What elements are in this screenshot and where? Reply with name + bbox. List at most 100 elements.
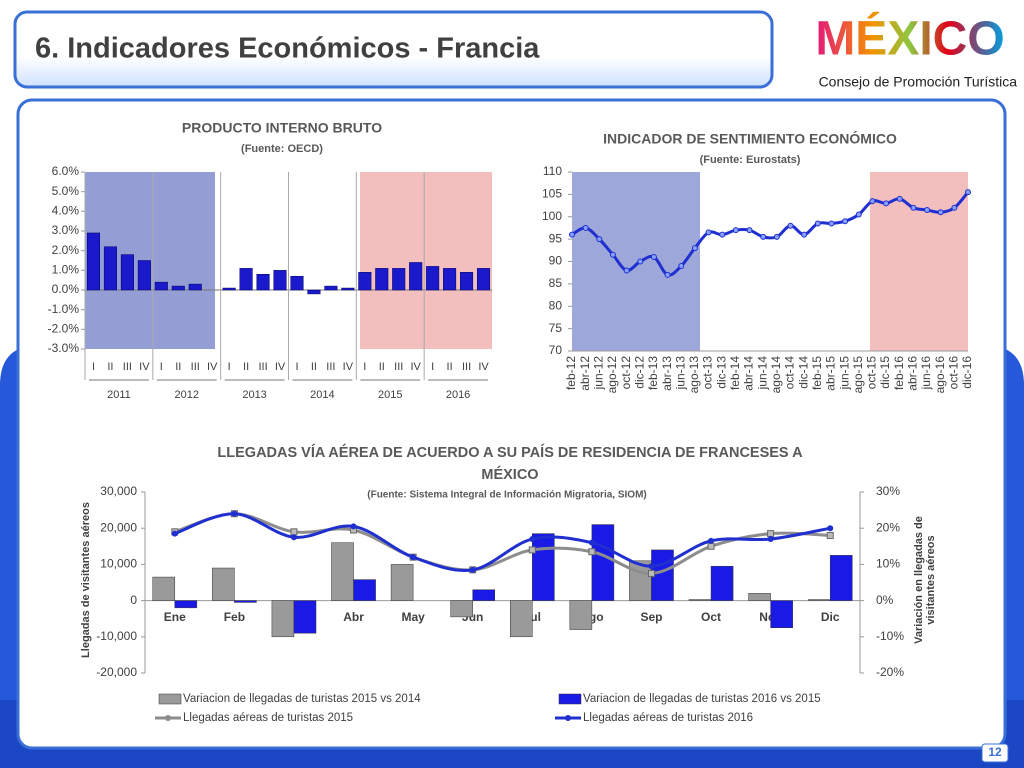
point — [855, 211, 862, 218]
y-tick-label: 0.0% — [52, 282, 80, 296]
group-label: 2014 — [310, 389, 334, 401]
y-tick-label: 70 — [549, 343, 563, 357]
x-tick-label: I — [228, 361, 231, 373]
bar — [137, 260, 151, 291]
flag-red — [870, 172, 968, 351]
point — [582, 224, 589, 231]
x-tick-label: III — [258, 361, 267, 373]
point — [664, 271, 671, 278]
y-tick-label: 0 — [130, 593, 137, 607]
chart-title: INDICADOR DE SENTIMIENTO ECONÓMICO — [603, 130, 897, 147]
bar — [807, 599, 831, 601]
legend-label: Variacion de llegadas de turistas 2015 v… — [183, 693, 421, 705]
bar — [509, 600, 533, 638]
point — [896, 195, 903, 202]
x-tick-label: IV — [478, 361, 489, 373]
y-tick-label: -20,000 — [96, 665, 137, 679]
y-tick-label: 20% — [876, 520, 900, 534]
x-tick-label: IV — [207, 361, 218, 373]
bar — [271, 600, 295, 638]
legend-swatch — [558, 693, 582, 705]
bar — [688, 599, 712, 601]
x-tick-label: feb-15 — [810, 356, 824, 390]
point — [787, 222, 794, 229]
x-tick-label: ago-12 — [605, 356, 619, 394]
bar — [443, 268, 457, 291]
point — [678, 262, 685, 269]
x-tick-label: ago-16 — [933, 356, 947, 394]
bar — [748, 593, 771, 601]
bar — [569, 600, 593, 630]
x-tick-label: Oct — [701, 610, 721, 624]
point — [910, 204, 917, 211]
x-tick-label: abr-16 — [906, 356, 920, 391]
y-tick-label: 10,000 — [100, 557, 137, 571]
point — [767, 530, 775, 538]
y-tick-label: 30,000 — [100, 484, 137, 498]
bar — [86, 232, 101, 291]
x-tick-label: II — [447, 361, 453, 373]
x-tick-label: jun-12 — [591, 356, 605, 391]
point — [231, 510, 238, 517]
bar — [174, 600, 198, 609]
x-tick-label: Abr — [343, 610, 364, 624]
bar — [331, 542, 354, 601]
y-tick-label: -10,000 — [96, 629, 137, 643]
bar — [152, 576, 176, 601]
point — [171, 530, 178, 537]
x-tick-label: May — [401, 610, 425, 624]
x-tick-label: dic-15 — [878, 356, 892, 389]
bar — [154, 281, 168, 291]
point — [290, 528, 298, 536]
bar — [392, 268, 406, 291]
x-tick-label: oct-16 — [947, 356, 961, 390]
bar — [188, 283, 202, 291]
point — [290, 534, 297, 541]
x-tick-label: Sep — [640, 610, 662, 624]
point — [623, 267, 630, 274]
x-tick-label: jun-13 — [673, 356, 687, 391]
y-tick-label: 110 — [543, 164, 562, 178]
x-tick-label: Feb — [224, 610, 245, 624]
point — [746, 227, 753, 234]
x-tick-label: Dic — [821, 610, 840, 624]
point — [469, 566, 476, 573]
bar — [103, 246, 117, 291]
y-tick-label: 2.0% — [52, 243, 80, 257]
y-tick-label: -3.0% — [48, 341, 80, 355]
x-tick-label: jun-14 — [755, 356, 769, 391]
bar — [390, 564, 414, 601]
bar — [120, 254, 134, 291]
bar — [307, 289, 321, 295]
bar — [710, 565, 734, 601]
bar — [829, 555, 853, 601]
y-tick-label: 3.0% — [52, 223, 80, 237]
x-tick-label: feb-16 — [892, 356, 906, 390]
page-number: 12 — [988, 745, 1002, 759]
x-tick-label: I — [160, 361, 163, 373]
bar — [171, 285, 185, 291]
x-tick-label: jun-15 — [837, 356, 851, 391]
y-tick-label: 1.0% — [52, 263, 80, 277]
bar — [273, 270, 287, 291]
bar — [450, 600, 473, 618]
chart-subtitle: (Fuente: Sistema Integral de Información… — [367, 490, 646, 501]
page-box — [981, 743, 1009, 763]
point — [529, 536, 536, 543]
point — [801, 231, 808, 238]
point — [596, 236, 603, 243]
x-tick-label: III — [123, 361, 132, 373]
point — [528, 546, 536, 554]
x-tick-label: II — [311, 361, 317, 373]
header-box — [13, 10, 774, 89]
point — [883, 200, 890, 207]
legend-label: Llegadas aéreas de turistas 2016 — [583, 712, 753, 724]
point — [773, 233, 780, 240]
flag-blue — [572, 172, 700, 351]
x-tick-label: dic-13 — [714, 356, 728, 389]
point — [350, 523, 357, 530]
x-tick-label: oct-14 — [783, 356, 797, 390]
chart-subtitle: (Fuente: Eurostats) — [700, 154, 801, 166]
point — [828, 220, 835, 227]
